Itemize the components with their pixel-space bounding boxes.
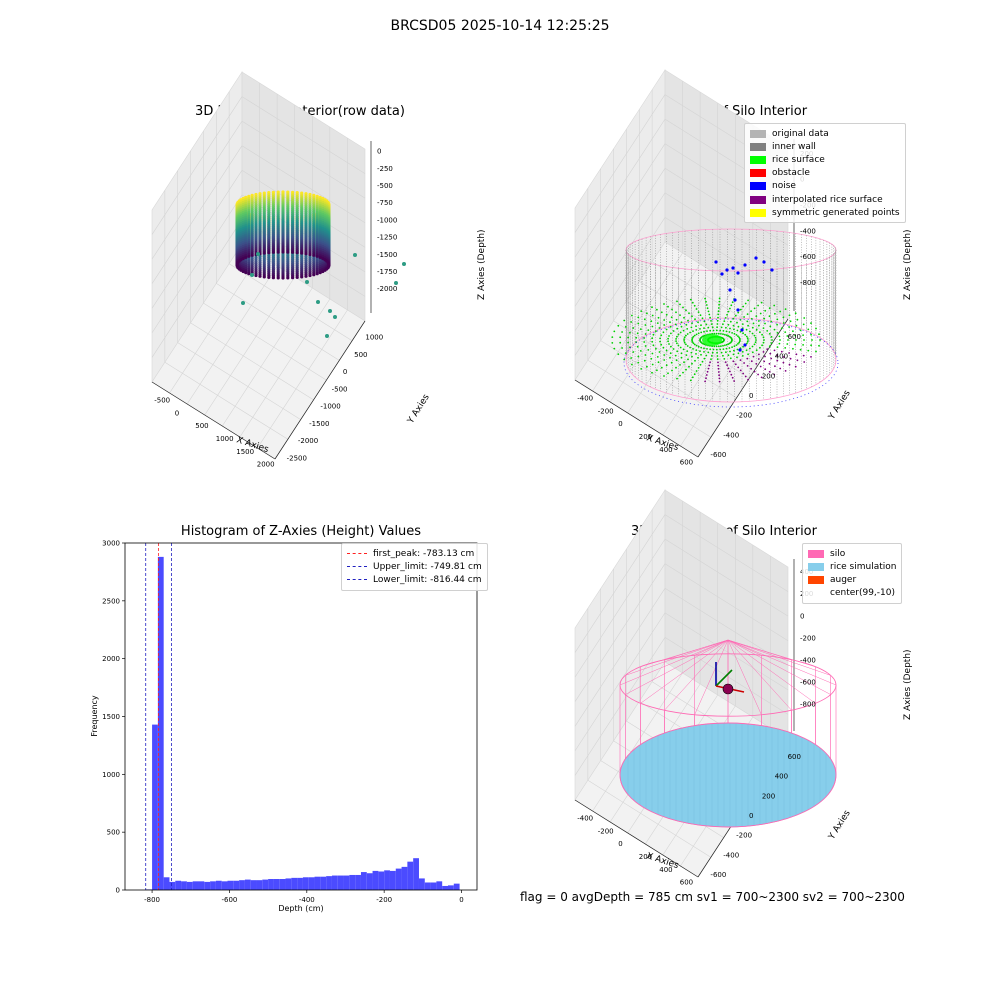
sim-z-tick-label: -800 <box>800 701 816 709</box>
legend-swatch <box>808 575 824 584</box>
grid-line <box>151 145 243 284</box>
grid-line <box>241 194 366 273</box>
grid-line <box>241 170 366 248</box>
grid-line <box>222 287 313 427</box>
grid-line <box>177 342 301 420</box>
sim-z-tick-label: -400 <box>800 657 816 665</box>
rice-simulation-surface <box>619 722 837 828</box>
sim-y-tick-label: -400 <box>723 851 739 859</box>
sim-y-tick-label: 0 <box>749 812 753 820</box>
simulation-legend-item: silo <box>808 547 896 560</box>
grid-line <box>228 263 353 341</box>
legend-label: center(99,-10) <box>830 588 895 599</box>
grid-line <box>169 254 260 394</box>
grid-line <box>241 145 366 223</box>
sim-x-tick-label: 600 <box>680 879 693 887</box>
sim-z-tick-label: -200 <box>800 634 816 642</box>
grid-line <box>239 298 331 438</box>
grid-line <box>151 170 243 309</box>
grid-line <box>164 362 289 440</box>
status-summary-text: flag = 0 avgDepth = 785 cm sv1 = 700~230… <box>520 890 905 904</box>
simulation-legend-item: rice simulation <box>808 560 896 573</box>
figure-title: BRCSD05 2025-10-14 12:25:25 <box>390 18 610 34</box>
grid-line <box>241 96 366 174</box>
legend-swatch <box>808 562 824 571</box>
grid-line <box>151 219 243 358</box>
grid-line <box>186 265 278 405</box>
grid-line <box>241 120 366 199</box>
grid-line <box>151 96 243 235</box>
sim-z-tick-label: -600 <box>800 679 816 687</box>
sim-z-tick-label: 0 <box>800 612 804 620</box>
grid-line <box>190 322 314 401</box>
y-axis-line <box>274 320 366 460</box>
sim-x-tick-label: 0 <box>618 840 622 848</box>
grid-line <box>151 194 243 334</box>
sim-y-tick-label: -200 <box>736 832 752 840</box>
grid-line <box>257 309 348 449</box>
sim-y-tick-label: 600 <box>788 753 801 761</box>
grid-line <box>204 276 295 416</box>
grid-line <box>151 120 243 260</box>
grid-line <box>241 219 366 297</box>
grid-line <box>203 302 327 381</box>
legend-label: silo <box>830 548 846 559</box>
simulation-legend: silo rice simulation auger center(99,-10) <box>802 543 903 604</box>
center-marker <box>722 683 734 695</box>
sim-x-tick-label: -400 <box>577 814 593 822</box>
sim-y-tick-label: 200 <box>762 792 775 800</box>
legend-label: auger <box>830 574 857 585</box>
legend-swatch <box>808 589 824 597</box>
simulation-legend-item: auger <box>808 573 896 586</box>
legend-label: rice simulation <box>830 561 897 572</box>
sim-x-tick-label: -200 <box>598 827 614 835</box>
sim-y-tick-label: 400 <box>775 773 788 781</box>
simulation-legend-item: center(99,-10) <box>808 587 896 600</box>
legend-swatch <box>808 549 824 558</box>
simulation-y-axis-label: Y Axies <box>827 808 853 842</box>
grid-line <box>216 283 340 361</box>
simulation-z-axis-label: Z Axies (Depth) <box>903 649 913 720</box>
x-axis-line <box>151 381 276 460</box>
sim-y-tick-label: -600 <box>710 871 726 879</box>
